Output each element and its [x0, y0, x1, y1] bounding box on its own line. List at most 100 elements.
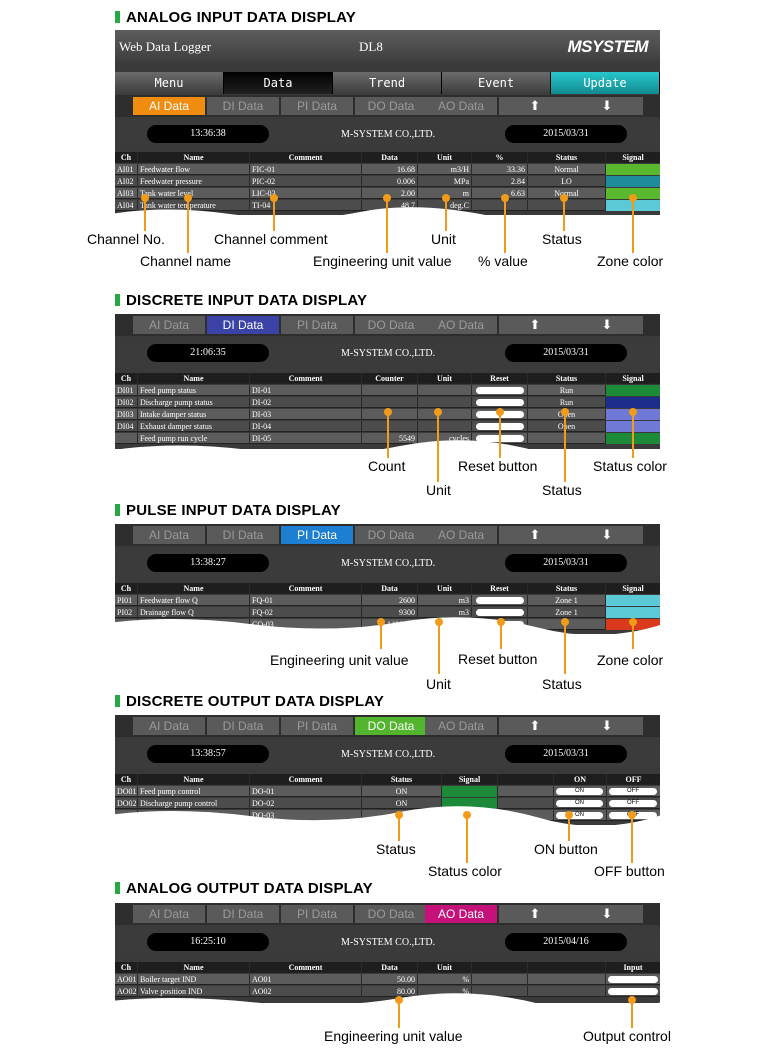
clock: 13:38:57 — [147, 745, 269, 763]
cell-comment: FQ-02 — [250, 607, 362, 618]
table-header: Ch Name Comment Data Unit % Status Signa… — [115, 152, 660, 163]
arrow-up-icon[interactable]: ⬆ — [499, 316, 571, 334]
tab-do-data[interactable]: DO Data — [355, 526, 427, 544]
cell-name: Feedwater flow — [138, 164, 250, 175]
arrow-down-icon[interactable]: ⬇ — [571, 316, 643, 334]
label-reset-button: Reset button — [458, 651, 538, 667]
col-name: Name — [138, 962, 250, 973]
arrow-down-icon[interactable]: ⬇ — [571, 717, 643, 735]
tab-ai-data[interactable]: AI Data — [133, 316, 205, 334]
ai-panel: Web Data Logger DL8 MSYSTEM Menu Data Tr… — [115, 30, 660, 215]
company-name: M-SYSTEM CO.,LTD. — [341, 558, 436, 569]
arrow-up-icon[interactable]: ⬆ — [499, 97, 571, 115]
col-ch: Ch — [115, 152, 138, 163]
tab-di-data[interactable]: DI Data — [207, 526, 279, 544]
menu-item-trend[interactable]: Trend — [333, 72, 442, 94]
cell-ch: PI01 — [115, 595, 138, 606]
info-row: 13:38:27 M-SYSTEM CO.,LTD. 2015/03/31 — [115, 550, 660, 576]
tab-ai-data[interactable]: AI Data — [133, 526, 205, 544]
cell-reset — [472, 385, 528, 396]
status-color — [606, 397, 660, 408]
reset-button[interactable] — [476, 399, 524, 406]
menu-item-menu[interactable]: Menu — [115, 72, 224, 94]
arrow-down-icon[interactable]: ⬇ — [571, 526, 643, 544]
cell-on: ON — [554, 786, 607, 797]
col-status: Status — [528, 373, 606, 384]
tab-di-data[interactable]: DI Data — [207, 316, 279, 334]
cell-ch: DO01 — [117, 786, 138, 797]
output-control-input[interactable] — [608, 976, 658, 983]
tab-pi-data[interactable]: PI Data — [281, 905, 353, 923]
cell-unit: m3/H — [418, 164, 472, 175]
data-tabs: AI Data DI Data PI Data DO Data AO Data … — [115, 95, 660, 117]
on-button[interactable]: ON — [556, 788, 603, 795]
tab-ao-data[interactable]: AO Data — [425, 97, 497, 115]
label-status-color: Status color — [593, 458, 667, 474]
table-row: DI02 Discharge pump status DI-02 Run — [115, 397, 660, 408]
label-eng-unit-value: Engineering unit value — [270, 652, 409, 668]
tab-ao-data[interactable]: AO Data — [425, 717, 497, 735]
tab-do-data[interactable]: DO Data — [355, 97, 427, 115]
col-blank — [472, 962, 528, 973]
on-button[interactable]: ON — [556, 800, 603, 807]
tab-pi-data[interactable]: PI Data — [281, 316, 353, 334]
section-heading-di: DISCRETE INPUT DATA DISPLAY — [115, 292, 367, 309]
cell-unit: m3 — [418, 595, 472, 606]
cell-status: ON — [362, 798, 442, 809]
ao-panel: AI Data DI Data PI Data DO Data AO Data … — [115, 903, 660, 1003]
reset-button[interactable] — [476, 609, 524, 616]
tab-ai-data[interactable]: AI Data — [133, 717, 205, 735]
tab-ai-data[interactable]: AI Data — [133, 97, 205, 115]
menu-item-event[interactable]: Event — [442, 72, 551, 94]
menu-item-update[interactable]: Update — [551, 72, 660, 94]
table-header: Ch Name Comment Data Unit Reset Status S… — [115, 583, 660, 594]
tab-do-data[interactable]: DO Data — [355, 717, 427, 735]
tab-ao-data[interactable]: AO Data — [425, 526, 497, 544]
off-button[interactable]: OFF — [609, 788, 657, 795]
label-status: Status — [542, 482, 582, 498]
tab-di-data[interactable]: DI Data — [207, 905, 279, 923]
tab-ao-data[interactable]: AO Data — [425, 316, 497, 334]
menu-item-data[interactable]: Data — [224, 72, 333, 94]
arrow-down-icon[interactable]: ⬇ — [571, 905, 643, 923]
arrow-up-icon[interactable]: ⬆ — [499, 905, 571, 923]
tab-pi-data[interactable]: PI Data — [281, 97, 353, 115]
arrow-up-icon[interactable]: ⬆ — [499, 717, 571, 735]
on-button[interactable]: ON — [556, 812, 603, 819]
col-unit: Unit — [418, 373, 472, 384]
tab-di-data[interactable]: DI Data — [207, 717, 279, 735]
tab-do-data[interactable]: DO Data — [355, 316, 427, 334]
col-percent: % — [472, 152, 528, 163]
cell-counter — [362, 409, 418, 420]
zone-color — [606, 595, 660, 606]
col-name: Name — [138, 774, 250, 785]
arrow-up-icon[interactable]: ⬆ — [499, 526, 571, 544]
cell-blank — [498, 786, 554, 797]
label-output-control: Output control — [583, 1028, 671, 1044]
reset-button[interactable] — [476, 597, 524, 604]
col-comment: Comment — [250, 774, 362, 785]
zone-color — [606, 164, 660, 175]
cell-reset — [472, 397, 528, 408]
cell-unit: MPa — [418, 176, 472, 187]
tab-di-data[interactable]: DI Data — [207, 97, 279, 115]
tab-ai-data[interactable]: AI Data — [133, 905, 205, 923]
cell-ch: DI03 — [115, 409, 138, 420]
cell-data: 9300 — [362, 607, 418, 618]
cell-counter — [362, 385, 418, 396]
off-button[interactable]: OFF — [609, 800, 657, 807]
cell-percent: 2.84 — [472, 176, 528, 187]
arrow-down-icon[interactable]: ⬇ — [571, 97, 643, 115]
output-control-input[interactable] — [608, 988, 658, 995]
tab-pi-data[interactable]: PI Data — [281, 526, 353, 544]
tab-do-data[interactable]: DO Data — [355, 905, 427, 923]
tab-pi-data[interactable]: PI Data — [281, 717, 353, 735]
section-heading-ai: ANALOG INPUT DATA DISPLAY — [115, 9, 356, 26]
reset-button[interactable] — [476, 387, 524, 394]
cell-percent: 6.63 — [472, 188, 528, 199]
col-signal: Signal — [442, 774, 498, 785]
info-row: 13:38:57 M-SYSTEM CO.,LTD. 2015/03/31 — [115, 741, 660, 767]
cell-comment: FQ-01 — [250, 595, 362, 606]
tab-ao-data[interactable]: AO Data — [425, 905, 497, 923]
date: 2015/03/31 — [505, 125, 627, 143]
